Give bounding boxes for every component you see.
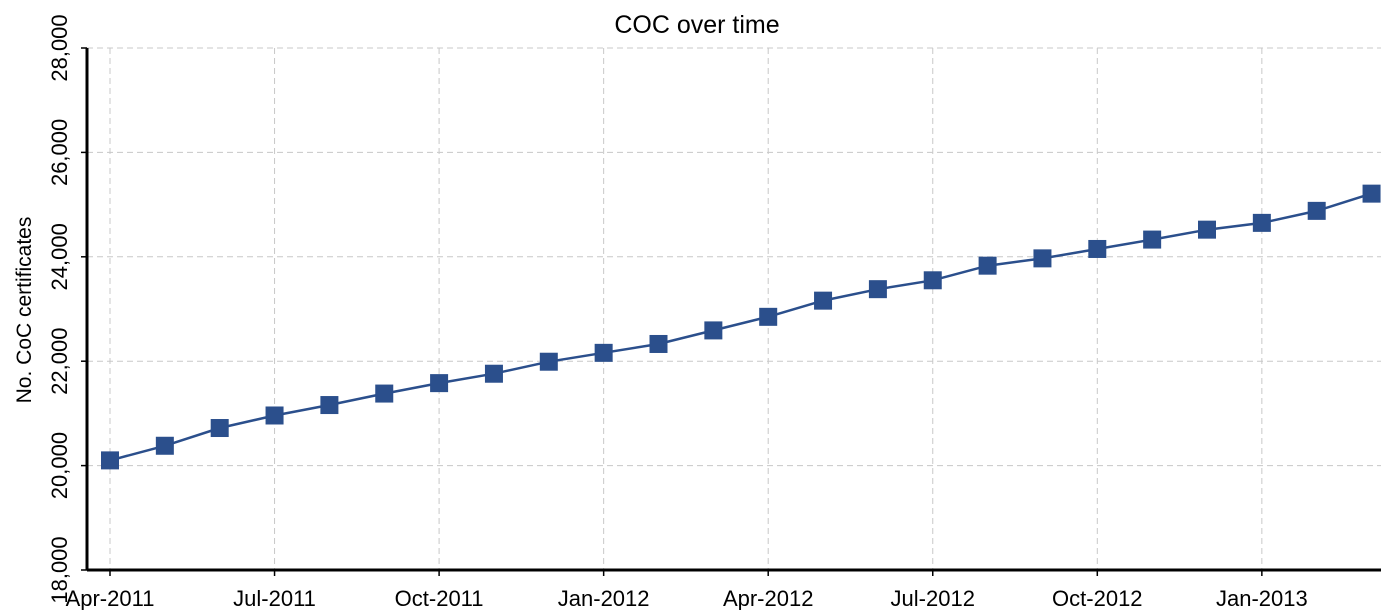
x-tick-label: Jul-2012 [891, 586, 975, 610]
x-tick-label: Apr-2012 [723, 586, 814, 610]
data-point-marker [1307, 201, 1326, 220]
data-point-marker [484, 364, 503, 383]
data-point-marker [868, 280, 887, 299]
data-point-marker [1252, 213, 1271, 232]
data-point-marker [814, 291, 833, 310]
x-tick-label: Oct-2011 [395, 586, 484, 610]
data-point-marker [1362, 184, 1381, 203]
y-tick-label: 26,000 [47, 119, 72, 186]
data-point-marker [978, 256, 997, 275]
data-point-marker [265, 406, 284, 425]
data-point-marker [704, 321, 723, 340]
x-tick-label: Oct-2012 [1052, 586, 1143, 610]
data-point-marker [101, 451, 119, 470]
x-tick-label: Jul-2011 [233, 586, 316, 610]
data-point-marker [539, 352, 558, 371]
y-tick-label: 28,000 [47, 14, 72, 81]
y-axis-title: No. CoC certificates [13, 217, 36, 404]
y-tick-label: 24,000 [47, 223, 72, 290]
data-point-marker [649, 334, 668, 353]
chart-title: COC over time [614, 11, 779, 39]
x-tick-label: Jan-2013 [1216, 586, 1308, 610]
data-point-marker [1198, 220, 1216, 239]
series-layer [101, 184, 1381, 470]
data-point-marker [1143, 230, 1162, 249]
tick-labels: 18,000 20,000 22,000 24,000 26,000 28,000 Apr-… [47, 14, 1308, 611]
grid-lines [87, 47, 1381, 570]
y-tick-label: 18,000 [47, 536, 72, 603]
data-point-marker [594, 343, 613, 362]
data-point-marker [759, 307, 778, 326]
data-point-marker [1033, 249, 1052, 268]
data-point-marker [210, 419, 229, 438]
data-point-marker [1088, 239, 1107, 258]
data-point-marker [155, 436, 174, 455]
data-point-marker [923, 271, 942, 290]
x-tick-label: Apr-2011 [66, 586, 155, 610]
y-tick-label: 20,000 [47, 432, 72, 499]
x-tick-label: Jan-2012 [558, 586, 650, 610]
data-point-marker [375, 384, 394, 403]
data-point-marker [430, 374, 449, 393]
data-point-marker [320, 396, 339, 415]
y-tick-label: 22,000 [47, 328, 72, 395]
series-line [109, 192, 1372, 462]
axes [85, 48, 1381, 572]
